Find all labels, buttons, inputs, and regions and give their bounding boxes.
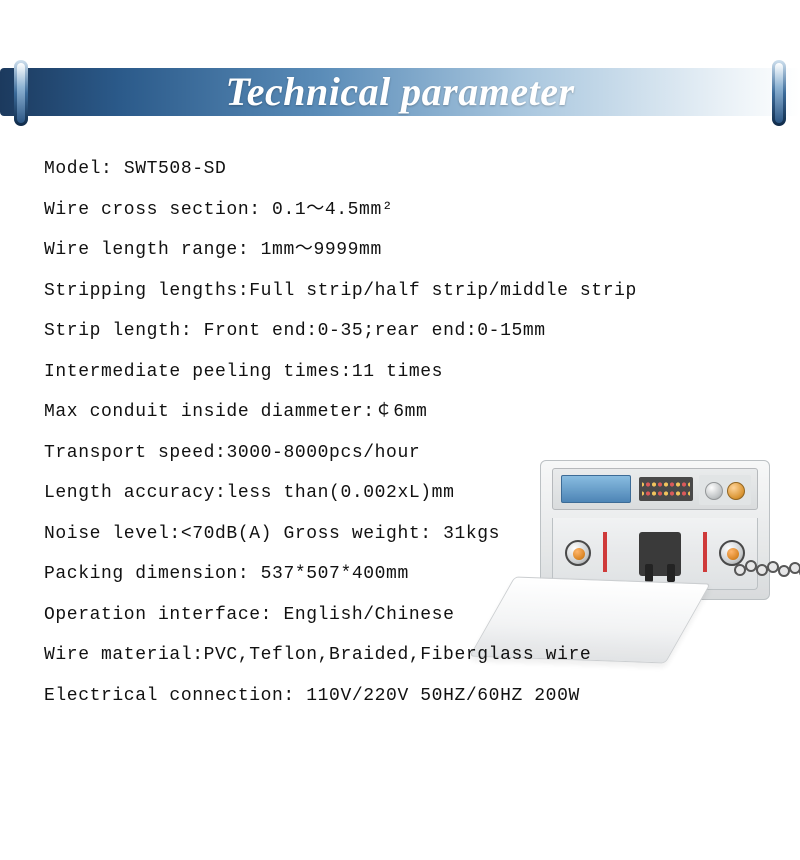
spec-row: Transport speed:3000-8000pcs/hour <box>44 442 764 465</box>
spec-row: Packing dimension: 537*507*400mm <box>44 563 764 586</box>
spec-row: Operation interface: English/Chinese <box>44 604 764 627</box>
banner: Technical parameter <box>0 60 800 130</box>
spec-row: Max conduit inside diammeter:￠6mm <box>44 401 764 424</box>
spec-label: Stripping lengths: <box>44 281 249 301</box>
spec-value: 11 times <box>352 362 443 382</box>
spec-row: Intermediate peeling times:11 times <box>44 361 764 384</box>
spec-value: SWT508-SD <box>112 159 226 179</box>
spec-label: Strip length: <box>44 321 192 341</box>
spec-row: Electrical connection: 110V/220V 50HZ/60… <box>44 685 764 708</box>
spec-label: Operation interface: <box>44 605 272 625</box>
spec-row: Noise level:<70dB(A) Gross weight: 31kgs <box>44 523 764 546</box>
spec-label: Length accuracy: <box>44 483 226 503</box>
spec-label: Packing dimension: <box>44 564 249 584</box>
spec-label: Transport speed: <box>44 443 226 463</box>
spec-value: less than(0.002xL)mm <box>226 483 454 503</box>
spec-value: <70dB(A) Gross weight: 31kgs <box>181 524 500 544</box>
spec-value: 3000-8000pcs/hour <box>226 443 420 463</box>
spec-row: Length accuracy:less than(0.002xL)mm <box>44 482 764 505</box>
spec-label: Model: <box>44 159 112 179</box>
spec-value: 0.1～4.5mm² <box>261 200 394 220</box>
spec-value: 1mm～9999mm <box>249 240 382 260</box>
spec-value: Full strip/half strip/middle strip <box>249 281 637 301</box>
spec-value: 110V/220V 50HZ/60HZ 200W <box>295 686 580 706</box>
spec-row: Wire cross section: 0.1～4.5mm² <box>44 199 764 222</box>
spec-label: Wire material: <box>44 645 204 665</box>
spec-value: Front end:0-35;rear end:0-15mm <box>192 321 545 341</box>
spec-row: Model: SWT508-SD <box>44 158 764 181</box>
spec-label: Wire cross section: <box>44 200 261 220</box>
spec-label: Wire length range: <box>44 240 249 260</box>
spec-row: Strip length: Front end:0-35;rear end:0-… <box>44 320 764 343</box>
spec-label: Max conduit inside diammeter: <box>44 402 375 422</box>
spec-value: ￠6mm <box>375 402 428 422</box>
banner-title: Technical parameter <box>0 60 800 124</box>
spec-label: Electrical connection: <box>44 686 295 706</box>
spec-value: 537*507*400mm <box>249 564 409 584</box>
spec-label: Noise level: <box>44 524 181 544</box>
spec-label: Intermediate peeling times: <box>44 362 352 382</box>
spec-value: English/Chinese <box>272 605 454 625</box>
spec-row: Wire length range: 1mm～9999mm <box>44 239 764 262</box>
spec-row: Stripping lengths:Full strip/half strip/… <box>44 280 764 303</box>
spec-value: PVC,Teflon,Braided,Fiberglass wire <box>204 645 592 665</box>
spec-row: Wire material:PVC,Teflon,Braided,Fibergl… <box>44 644 764 667</box>
spec-list: Model: SWT508-SD Wire cross section: 0.1… <box>0 158 800 707</box>
